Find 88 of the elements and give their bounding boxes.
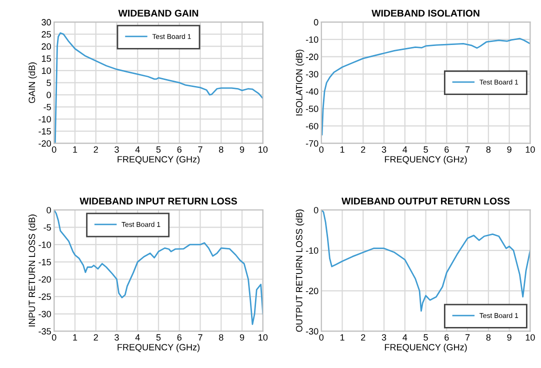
x-tick-label: 5 bbox=[156, 146, 161, 153]
y-tick-label: -10 bbox=[306, 247, 318, 254]
x-tick-label: 6 bbox=[177, 146, 182, 153]
y-tick-label: -20 bbox=[38, 140, 51, 147]
x-tick-label: 6 bbox=[444, 334, 449, 341]
x-tick-label: 4 bbox=[135, 146, 140, 153]
x-tick-label: 0 bbox=[319, 334, 324, 341]
line-series bbox=[321, 38, 530, 136]
y-tick-label: -20 bbox=[306, 288, 318, 294]
y-tick-label: -10 bbox=[306, 36, 318, 43]
x-tick-label: 5 bbox=[424, 146, 428, 153]
x-tick-label: 0 bbox=[319, 146, 324, 153]
y-tick-label: 30 bbox=[42, 19, 51, 26]
x-tick-label: 2 bbox=[361, 146, 366, 153]
x-tick-label: 1 bbox=[73, 334, 78, 341]
x-tick-label: 9 bbox=[240, 146, 244, 153]
y-tick-label: -35 bbox=[38, 328, 51, 335]
x-axis-title: FREQUENCY (GHz) bbox=[118, 344, 200, 352]
x-tick-label: 5 bbox=[424, 334, 428, 341]
x-tick-label: 6 bbox=[444, 146, 449, 153]
x-tick-label: 7 bbox=[465, 334, 470, 341]
y-tick-label: -10 bbox=[38, 116, 51, 122]
y-axis-title: GAIN (dB) bbox=[28, 62, 37, 104]
y-tick-label: -20 bbox=[38, 276, 51, 283]
x-tick-label: 2 bbox=[94, 334, 98, 341]
y-tick-label: -50 bbox=[306, 106, 318, 112]
chart-title: WIDEBAND OUTPUT RETURN LOSS bbox=[342, 198, 510, 205]
y-tick-label: 25 bbox=[42, 31, 51, 38]
y-tick-label: -15 bbox=[38, 128, 51, 135]
x-tick-label: 0 bbox=[52, 146, 56, 153]
x-tick-label: 9 bbox=[507, 334, 512, 341]
chart-title: WIDEBAND INPUT RETURN LOSS bbox=[80, 198, 237, 205]
y-tick-label: 0 bbox=[46, 206, 51, 214]
y-axis-title: INPUT RETURN LOSS (dB) bbox=[28, 214, 37, 326]
y-tick-label: -5 bbox=[44, 104, 51, 110]
x-tick-label: 3 bbox=[114, 334, 119, 341]
x-tick-label: 3 bbox=[114, 146, 119, 153]
y-axis-title: OUTPUT RETURN LOSS (dB) bbox=[296, 210, 304, 332]
x-tick-label: 8 bbox=[219, 334, 224, 341]
y-tick-label: -20 bbox=[306, 54, 318, 60]
x-tick-label: 2 bbox=[94, 146, 98, 153]
x-tick-label: 4 bbox=[402, 334, 408, 341]
x-axis-title: FREQUENCY (GHz) bbox=[384, 156, 467, 164]
x-tick-label: 1 bbox=[340, 146, 344, 153]
y-tick-label: -40 bbox=[306, 88, 318, 95]
y-tick-label: 5 bbox=[46, 80, 51, 86]
x-tick-label: 5 bbox=[156, 334, 161, 341]
x-tick-label: 4 bbox=[135, 334, 140, 341]
x-tick-label: 10 bbox=[526, 146, 535, 153]
x-tick-label: 7 bbox=[198, 146, 202, 153]
x-tick-label: 2 bbox=[361, 334, 366, 341]
y-tick-label: 0 bbox=[314, 19, 318, 26]
y-tick-label: 15 bbox=[42, 56, 51, 62]
x-tick-label: 8 bbox=[486, 146, 491, 153]
y-tick-label: -10 bbox=[38, 242, 51, 248]
x-tick-label: 9 bbox=[507, 146, 512, 153]
y-tick-label: 0 bbox=[314, 206, 318, 214]
y-tick-label: -30 bbox=[38, 310, 51, 318]
y-tick-label: -70 bbox=[306, 140, 318, 147]
x-tick-label: 0 bbox=[52, 334, 56, 341]
x-tick-label: 7 bbox=[198, 334, 202, 341]
y-tick-label: 20 bbox=[42, 43, 51, 50]
chart-title: WIDEBAND GAIN bbox=[118, 10, 198, 17]
x-tick-label: 10 bbox=[258, 146, 268, 153]
x-tick-label: 7 bbox=[465, 146, 470, 153]
x-axis-title: FREQUENCY (GHz) bbox=[384, 344, 467, 352]
x-tick-label: 1 bbox=[73, 146, 78, 153]
y-tick-label: 10 bbox=[42, 68, 51, 74]
x-tick-label: 1 bbox=[340, 334, 344, 341]
x-tick-label: 4 bbox=[402, 146, 408, 153]
x-tick-label: 3 bbox=[382, 334, 386, 341]
x-tick-label: 8 bbox=[486, 334, 491, 341]
x-axis-title: FREQUENCY (GHz) bbox=[118, 156, 200, 164]
y-tick-label: -25 bbox=[38, 294, 51, 300]
y-tick-label: -60 bbox=[306, 122, 318, 130]
x-tick-label: 10 bbox=[258, 334, 268, 341]
chart-title: WIDEBAND ISOLATION bbox=[372, 10, 480, 17]
x-tick-label: 6 bbox=[177, 334, 182, 341]
y-tick-label: -30 bbox=[306, 328, 318, 335]
x-tick-label: 8 bbox=[219, 146, 224, 153]
y-tick-label: -5 bbox=[44, 224, 51, 231]
x-tick-label: 3 bbox=[382, 146, 386, 153]
y-tick-label: -15 bbox=[38, 258, 51, 266]
y-tick-label: -30 bbox=[306, 71, 318, 78]
x-tick-label: 10 bbox=[526, 334, 535, 341]
y-tick-label: 0 bbox=[46, 92, 51, 98]
x-tick-label: 9 bbox=[240, 334, 244, 341]
y-axis-title: ISOLATION (dB) bbox=[296, 50, 304, 116]
